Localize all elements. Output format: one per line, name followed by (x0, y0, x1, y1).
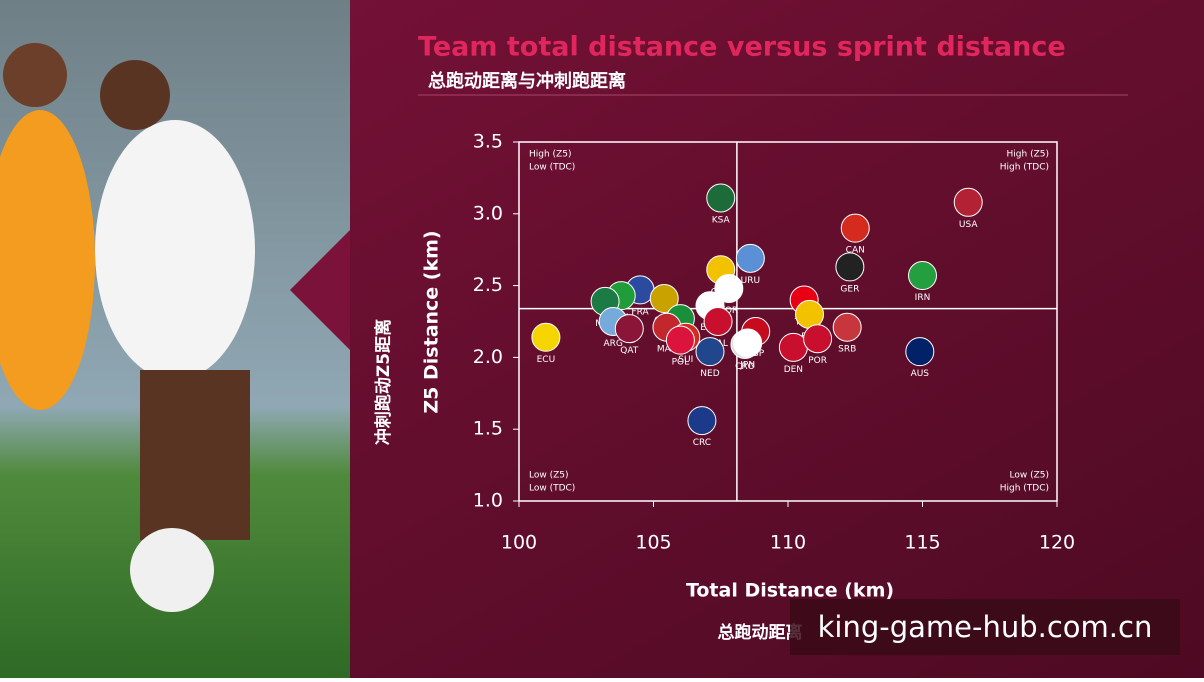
team-label: AUS (911, 369, 930, 379)
team-flag (832, 312, 862, 342)
watermark: king-game-hub.com.cn (818, 610, 1153, 644)
team-label: IRN (915, 293, 931, 303)
y-tick-label: 1.5 (473, 418, 503, 440)
team-label: GER (840, 284, 859, 294)
team-label: SUI (678, 355, 693, 365)
y-tick-label: 2.5 (473, 274, 503, 296)
team-label: KSA (712, 216, 731, 226)
team-flag (835, 252, 865, 282)
team-label: URU (741, 276, 760, 286)
team-label: CAN (846, 246, 865, 256)
team-label: CRC (693, 438, 711, 448)
team-flag (953, 187, 983, 217)
team-flag (531, 322, 561, 352)
team-flag (687, 406, 717, 436)
team-label: ARG (603, 339, 622, 349)
x-tick-label: 110 (770, 532, 806, 554)
quadrant-label: High (Z5) (529, 150, 571, 160)
watermark-box (790, 599, 1180, 655)
x-axis-title-cn: 总跑动距离 (718, 622, 803, 643)
chart-title: Team total distance versus sprint distan… (418, 32, 1066, 63)
team-label: ECU (537, 355, 556, 365)
team-label: QAT (620, 346, 639, 356)
y-tick-label: 3.5 (473, 131, 503, 153)
team-flag (795, 299, 825, 329)
team-label: KOR (719, 306, 738, 316)
team-flag (695, 337, 725, 367)
team-flag (840, 213, 870, 243)
quadrant-label: Low (TDC) (529, 163, 575, 173)
quadrant-label: Low (TDC) (529, 484, 575, 494)
quadrant-label: Low (Z5) (529, 471, 569, 481)
team-flag (706, 183, 736, 213)
y-axis-title-cn: 冲刺跑动Z5距离 (373, 319, 394, 445)
team-flag (714, 273, 744, 303)
team-flag (614, 314, 644, 344)
team-label: USA (959, 220, 978, 230)
team-flag (905, 337, 935, 367)
team-flag (803, 324, 833, 354)
x-axis-title: Total Distance (km) (686, 580, 894, 602)
y-tick-label: 3.0 (473, 202, 503, 224)
y-tick-label: 2.0 (473, 346, 503, 368)
team-label: CRO (735, 362, 755, 372)
team-label: POL (672, 358, 690, 368)
x-tick-label: 120 (1039, 532, 1075, 554)
y-tick-label: 1.0 (473, 490, 503, 512)
y-axis-title: Z5 Distance (km) (421, 230, 443, 413)
team-label: POR (808, 356, 827, 366)
team-label: JPN (739, 361, 755, 371)
x-tick-label: 100 (501, 532, 537, 554)
team-flag (665, 325, 695, 355)
photo (0, 0, 350, 678)
team-label: DEN (784, 365, 803, 375)
team-flag (908, 261, 937, 291)
team-label: SRB (838, 345, 856, 355)
team-flag (703, 307, 733, 336)
quadrant-label: High (TDC) (1000, 484, 1049, 494)
team-label: NED (700, 369, 719, 379)
chart-subtitle: 总跑动距离与冲刺跑距离 (428, 70, 626, 92)
team-label: MAR (657, 345, 677, 355)
quadrant-label: Low (Z5) (1010, 471, 1050, 481)
team-flag (735, 243, 765, 273)
team-label: FRA (631, 307, 649, 317)
quadrant-label: High (TDC) (1000, 163, 1049, 173)
team-flag (733, 328, 763, 358)
quadrant-label: High (Z5) (1007, 150, 1049, 160)
team-flag (649, 284, 679, 314)
x-tick-label: 105 (635, 532, 671, 554)
x-tick-label: 115 (904, 532, 940, 554)
